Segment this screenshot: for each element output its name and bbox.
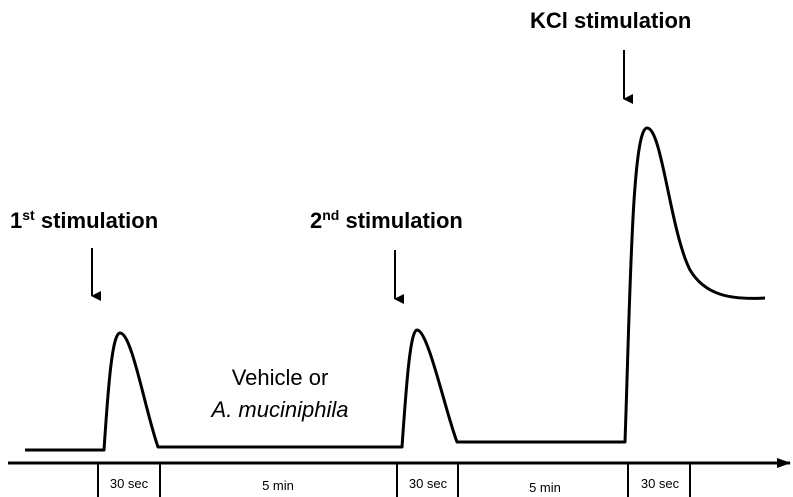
timeline-label: 5 min — [529, 480, 561, 495]
timeline-label: 5 min — [262, 478, 294, 493]
timeline-label: 30 sec — [110, 476, 149, 491]
timeline-label: 30 sec — [641, 476, 680, 491]
treatment-label: Vehicle or — [232, 365, 329, 390]
timeline-label: 30 sec — [409, 476, 448, 491]
stimulation-label: KCl stimulation — [530, 8, 691, 33]
response-trace — [25, 126, 766, 452]
stimulation-label: 1st stimulation — [10, 207, 158, 233]
treatment-label: A. muciniphila — [210, 397, 349, 422]
timeline-ticks — [97, 463, 691, 497]
stimulation-label: 2nd stimulation — [310, 207, 463, 233]
